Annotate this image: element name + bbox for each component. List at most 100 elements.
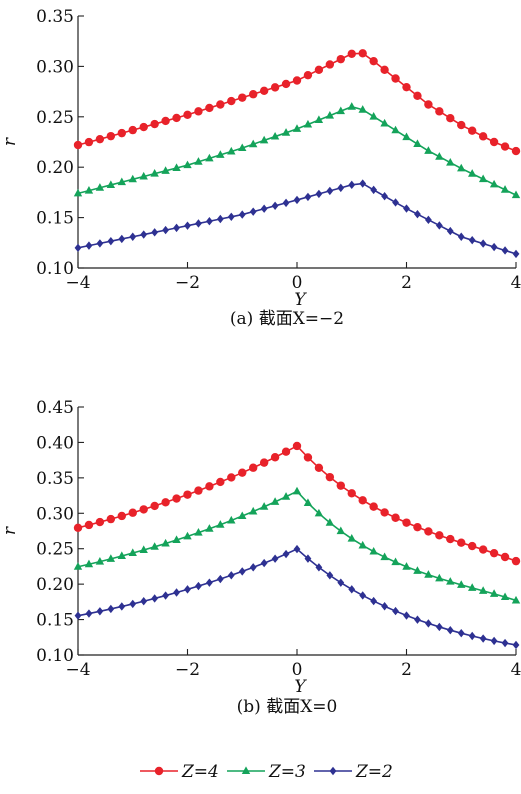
- chart-b-point-Z3: [424, 570, 433, 578]
- chart-a-point-Z2: [512, 249, 520, 259]
- chart-a-point-Z3: [150, 169, 159, 177]
- chart-a-point-Z2: [326, 186, 334, 196]
- chart-b-point-Z2: [315, 563, 323, 572]
- chart-b-point-Z3: [249, 506, 258, 515]
- chart-a-point-Z3: [281, 128, 291, 136]
- chart-b-y-tick-label: 0.45: [36, 398, 74, 418]
- chart-a-y-tick-label: 0.10: [36, 259, 74, 279]
- chart-a-point-Z3: [500, 185, 510, 193]
- chart-b-point-Z3: [161, 538, 170, 547]
- chart-b-point-Z3: [468, 583, 477, 591]
- chart-b-point-Z3: [216, 520, 225, 528]
- chart-a-point-Z4: [413, 91, 422, 101]
- chart-a-point-Z4: [281, 79, 291, 89]
- chart-b-point-Z4: [259, 458, 269, 467]
- chart-a-point-Z4: [489, 137, 499, 147]
- chart-b-point-Z3: [446, 577, 455, 585]
- chart-a-point-Z4: [270, 83, 280, 92]
- chart-b-point-Z3: [413, 566, 422, 574]
- chart-b-point-Z2: [348, 585, 356, 594]
- chart-a-point-Z3: [369, 111, 378, 120]
- chart-a-point-Z3: [216, 150, 225, 158]
- chart-b-point-Z3: [457, 580, 466, 588]
- chart-b-point-Z3: [150, 542, 159, 550]
- chart-b-point-Z2: [337, 578, 345, 587]
- chart-a-x-tick-label: 4: [511, 273, 521, 293]
- chart-a-point-Z4: [336, 54, 345, 64]
- chart-a-y-tick-label: 0.25: [36, 108, 74, 128]
- chart-a-point-Z3: [139, 171, 148, 180]
- chart-a-point-Z2: [337, 183, 345, 193]
- chart-b-point-Z4: [227, 473, 236, 482]
- chart-b-point-Z2: [446, 626, 454, 635]
- chart-b-point-Z3: [227, 515, 236, 524]
- chart-b-point-Z4: [489, 548, 499, 558]
- chart-a-point-Z2: [435, 221, 443, 230]
- chart-b-point-Z2: [425, 619, 432, 628]
- chart-b-point-Z4: [95, 517, 105, 527]
- chart-a-point-Z3: [117, 177, 126, 186]
- chart-b-point-Z4: [281, 447, 291, 456]
- chart-a-point-Z4: [238, 93, 247, 102]
- chart-b-point-Z2: [140, 597, 148, 606]
- chart-b-point-Z3: [270, 497, 280, 505]
- chart-a-point-Z4: [73, 140, 83, 150]
- chart-b-point-Z4: [172, 494, 181, 503]
- chart-b-point-Z4: [478, 545, 488, 554]
- chart-a-point-Z2: [414, 209, 421, 219]
- chart-a-point-Z2: [479, 239, 487, 248]
- chart-b-x-tick-label: −2: [175, 660, 200, 680]
- chart-b-y-tick-label: 0.15: [36, 611, 74, 631]
- chart-a-x-tick-label: 2: [401, 273, 412, 293]
- chart-a-point-Z4: [325, 60, 335, 69]
- chart-b-point-Z2: [370, 596, 378, 606]
- legend-label-Z4: Z=4: [181, 762, 219, 782]
- chart-a-point-Z3: [391, 125, 400, 134]
- chart-a-point-Z4: [172, 113, 181, 123]
- chart-b-point-Z2: [118, 602, 126, 611]
- chart-a-point-Z2: [74, 243, 82, 253]
- chart-a-point-Z4: [457, 120, 466, 130]
- chart-b-point-Z2: [512, 640, 520, 650]
- chart-a-point-Z4: [435, 107, 444, 116]
- chart-a-point-Z3: [336, 106, 345, 115]
- chart-a-series-line-Z4: [77, 52, 517, 152]
- chart-b-x-tick-label: −4: [65, 660, 90, 680]
- chart-a-point-Z4: [161, 116, 170, 126]
- chart-a-point-Z2: [249, 207, 257, 216]
- chart-b-x-tick-label: 2: [401, 660, 412, 680]
- chart-b-point-Z4: [325, 472, 335, 482]
- chart-b-point-Z4: [249, 463, 258, 472]
- chart-a-point-Z4: [347, 49, 356, 58]
- chart-b-point-Z4: [161, 498, 170, 507]
- chart-b-point-Z2: [249, 563, 257, 572]
- chart-b-point-Z2: [479, 634, 487, 643]
- chart-a-point-Z4: [216, 100, 225, 109]
- chart-b-point-Z4: [117, 511, 127, 521]
- chart-b-point-Z2: [107, 604, 115, 614]
- chart-b-point-Z4: [347, 489, 356, 498]
- chart-b-point-Z3: [369, 546, 378, 555]
- chart-a-y-tick-label: 0.30: [36, 57, 74, 77]
- chart-a-point-Z2: [173, 223, 180, 233]
- chart-b-point-Z2: [216, 574, 224, 584]
- chart-a-point-Z3: [161, 166, 170, 174]
- chart-a-point-Z3: [402, 132, 411, 141]
- chart-a-point-Z2: [216, 214, 224, 224]
- chart-a-point-Z3: [468, 169, 477, 177]
- chart-a-point-Z2: [315, 189, 323, 199]
- chart-a: 0.10 0.15 0.20 0.25 0.30 0.35 −4 −2 0 2 4 Yr (a) 截面X…: [0, 7, 521, 329]
- chart-b-point-Z2: [162, 591, 169, 600]
- chart-a-point-Z3: [292, 124, 302, 132]
- chart-b-point-Z4: [84, 520, 94, 530]
- chart-a-point-Z3: [205, 153, 214, 162]
- chart-a-x-tick-label: −2: [175, 273, 200, 293]
- chart-b-caption: (b) 截面X=0: [237, 697, 338, 717]
- chart-b-point-Z2: [282, 549, 290, 559]
- chart-b-point-Z4: [380, 508, 389, 517]
- chart-a-point-Z2: [184, 221, 191, 230]
- chart-a-point-Z2: [392, 198, 399, 207]
- chart-a-series-line-Z2: [77, 182, 517, 255]
- chart-b-point-Z2: [206, 578, 213, 587]
- chart-b-point-Z4: [150, 501, 159, 511]
